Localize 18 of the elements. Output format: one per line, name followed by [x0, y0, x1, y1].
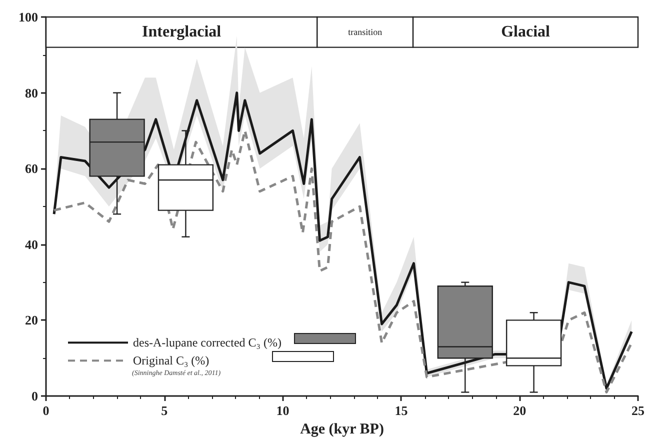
y-tick-label: 40: [25, 236, 38, 252]
band-label: transition: [348, 27, 383, 38]
band-label: Interglacial: [142, 24, 222, 41]
x-tick-label: 10: [276, 403, 290, 418]
y-tick-label: 60: [25, 161, 38, 176]
x-tick-label: 0: [42, 403, 50, 418]
x-tick-label: 15: [394, 403, 408, 418]
y-tick-label: 0: [32, 388, 38, 404]
legend-label: Original C₃ (%): [133, 354, 210, 368]
band-label: Glacial: [501, 24, 551, 41]
y-tick-label: 20: [25, 312, 38, 328]
x-tick-label: 5: [161, 403, 168, 418]
y-tick-label: 100: [18, 10, 38, 24]
legend-label: des-A-lupane corrected C₃ (%): [133, 336, 282, 350]
y-tick-label: 80: [25, 85, 38, 100]
x-tick-label: 20: [513, 403, 526, 418]
x-axis-title: Age (kyr BP): [300, 421, 384, 438]
x-tick-label: 25: [632, 403, 645, 418]
